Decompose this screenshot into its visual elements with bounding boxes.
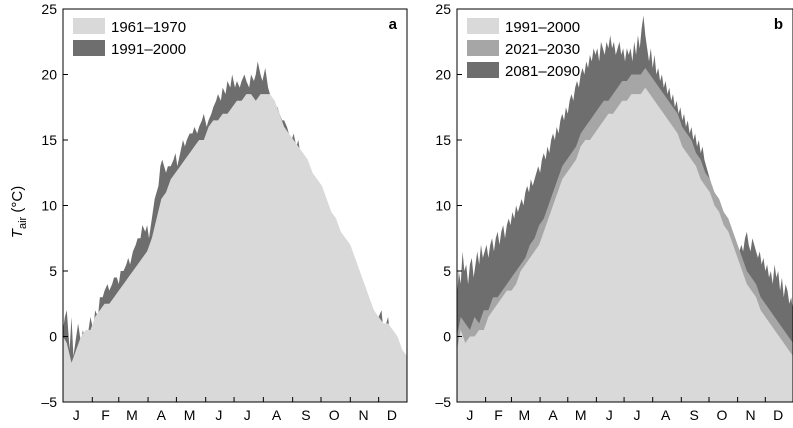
panel-b-ytick-label-20: 20 (435, 67, 451, 83)
panel-a-xtick-label-J: J (244, 407, 251, 423)
panel-a-xtick-label-M: M (184, 407, 196, 423)
panel-b-ytick-label--5: –5 (435, 394, 451, 410)
panel-a-ytick-label-5: 5 (49, 263, 57, 279)
panel-a-xtick-label-J: J (215, 407, 222, 423)
panel-b-legend-label-2081–2090: 2081–2090 (505, 63, 580, 80)
y-axis-label-main: T (9, 227, 26, 238)
panel-b-legend-swatch-1991–2000 (467, 18, 499, 34)
panel-a-legend-swatch-1961–1970 (73, 18, 105, 34)
panel-a-ytick-label-15: 15 (41, 132, 57, 148)
panel-a-xtick-label-J: J (73, 407, 80, 423)
panel-b-letter: b (774, 16, 783, 33)
panel-b-area-1991–2000 (457, 87, 793, 402)
y-axis-label-unit: (°C) (9, 186, 26, 217)
panel-b-xtick-label-F: F (494, 407, 503, 423)
panel-b-legend-label-2021–2030: 2021–2030 (505, 41, 580, 58)
panel-b-ytick-label-5: 5 (443, 263, 451, 279)
panel-b-xtick-label-A: A (548, 407, 558, 423)
panel-a-ytick-label--5: –5 (41, 394, 57, 410)
panel-a-xtick-label-A: A (157, 407, 167, 423)
panel-b-xtick-label-M: M (519, 407, 531, 423)
panel-a-ytick-label-10: 10 (41, 198, 57, 214)
panel-a-xtick-label-M: M (126, 407, 138, 423)
panel-b-xtick-label-J: J (634, 407, 641, 423)
panel-b-xtick-label-S: S (690, 407, 699, 423)
panel-a-xtick-label-F: F (101, 407, 110, 423)
panel-a-xtick-label-S: S (301, 407, 310, 423)
panel-a-xtick-label-D: D (387, 407, 397, 423)
panel-a-legend-label-1991–2000: 1991–2000 (111, 41, 186, 58)
panel-b-xtick-label-M: M (575, 407, 587, 423)
panel-a-ytick-label-20: 20 (41, 67, 57, 83)
panel-b-xtick-label-J: J (466, 407, 473, 423)
panel-a-legend-label-1961–1970: 1961–1970 (111, 19, 186, 36)
panel-b-xtick-label-N: N (745, 407, 755, 423)
panel-b-xtick-label-J: J (606, 407, 613, 423)
panel-a-ytick-label-25: 25 (41, 1, 57, 17)
panel-a-xtick-label-A: A (272, 407, 282, 423)
panel-a-xtick-label-O: O (329, 407, 340, 423)
panel-b-ytick-label-25: 25 (435, 1, 451, 17)
panel-a-area-1961–1970 (63, 94, 407, 402)
panel-b-ytick-label-0: 0 (443, 329, 451, 345)
y-axis-label-subscript: air (17, 216, 29, 229)
panel-b-xtick-label-D: D (773, 407, 783, 423)
panel-b-xtick-label-O: O (716, 407, 727, 423)
y-axis-label: Tair (°C) (9, 186, 29, 238)
panel-b-ytick-label-10: 10 (435, 198, 451, 214)
panel-a-ytick-label-0: 0 (49, 329, 57, 345)
panel-a-letter: a (389, 16, 398, 33)
panel-b-ytick-label-15: 15 (435, 132, 451, 148)
panel-b-legend-swatch-2081–2090 (467, 62, 499, 78)
panel-a-xtick-label-N: N (358, 407, 368, 423)
panel-a-legend-swatch-1991–2000 (73, 40, 105, 56)
panel-b-legend-label-1991–2000: 1991–2000 (505, 19, 580, 36)
panel-b-legend-swatch-2021–2030 (467, 40, 499, 56)
panel-b-xtick-label-A: A (661, 407, 671, 423)
